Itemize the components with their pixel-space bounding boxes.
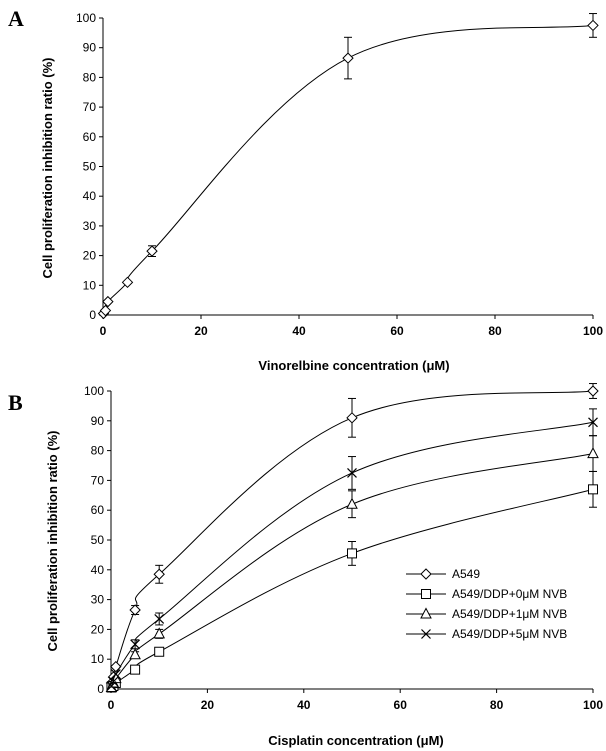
panel-a-y-tick-label: 20 [83,249,97,263]
panel-b-series-3-point [108,676,119,687]
panel-b-series-3-point [110,669,121,680]
panel-a-y-tick-label: 70 [83,100,97,114]
panel-b-plot: 0 10 20 30 40 50 60 70 80 90 100 0 20 40 60 80 100 [84,383,603,712]
panel-a-y-axis-title: Cell proliferation inhibition ratio (%) [40,58,55,279]
panel-b-series-2-point [153,627,166,639]
panel-b-x-tick-label: 80 [490,698,504,712]
panel-a-x-tick-label: 80 [488,324,502,338]
panel-b-series-2-point [587,447,599,459]
panel-a-y-tick-label: 100 [76,11,96,25]
legend-label: A549 [452,567,480,581]
panel-b-series-3-point [154,614,165,624]
panel-b-series-2-point [346,497,358,509]
panel-b-y-tick-label: 70 [91,473,105,487]
panel-b-y-tick-label: 20 [91,622,105,636]
panel-a-letter: A [8,6,24,31]
panel-a-y-tick-label: 60 [83,130,97,144]
panel-a-series-0-point [342,52,354,64]
panel-b-x-tick-label: 40 [297,698,311,712]
legend-marker [420,568,432,580]
panel-a-y-tick-label: 40 [83,189,97,203]
panel-b-y-tick-label: 10 [91,652,105,666]
panel-b-series-1-point [130,664,141,675]
panel-a-series-0-point [121,276,134,289]
panel-b-x-tick-label: 20 [201,698,215,712]
legend-marker [421,589,431,599]
panel-b-letter: B [8,390,23,415]
panel-b-y-tick-label: 0 [97,682,104,696]
panel-b-series-2-point [129,648,141,660]
panel-b-series-0-point [346,412,358,424]
panel-a-y-tick-label: 80 [83,70,97,84]
panel-a-y-tick-label: 10 [83,278,97,292]
panel-b-x-tick-label: 60 [394,698,408,712]
legend-label: A549/DDP+5μM NVB [452,627,567,641]
panel-b-x-tick-label: 100 [583,698,603,712]
panel-b-y-tick-label: 80 [91,444,105,458]
panel-a-y-tick-label: 90 [83,41,97,55]
panel-b-series-3-point [130,639,141,650]
panel-b-series-1-point [588,484,598,495]
legend-item-3: A549/DDP+5μM NVB [406,627,567,641]
panel-b-y-tick-label: 60 [91,503,105,517]
panel-a: A Cell proliferation inhibition ratio (%… [8,6,603,373]
legend-item-2: A549/DDP+1μM NVB [406,607,567,621]
legend-item-0: A549 [406,567,480,581]
panel-b-series-3-point [588,417,598,428]
panel-b-series-0-point [587,385,599,397]
panel-a-x-tick-label: 100 [583,324,603,338]
legend-marker [420,607,432,619]
legend-label: A549/DDP+1μM NVB [452,607,567,621]
panel-b-y-axis-title: Cell proliferation inhibition ratio (%) [45,431,60,652]
legend-item-1: A549/DDP+0μM NVB [406,587,567,601]
panel-a-y-tick-label: 30 [83,219,97,233]
panel-a-y-tick-label: 50 [83,160,97,174]
panel-b: B Cell proliferation inhibition ratio (%… [8,383,603,748]
panel-b-y-tick-label: 50 [91,533,105,547]
panel-b-series-3-line [111,421,594,687]
panel-a-x-tick-label: 20 [194,324,208,338]
panel-a-series-0-point [99,304,112,317]
panel-b-y-tick-label: 40 [91,563,105,577]
panel-b-series-3-point [347,468,357,478]
panel-b-x-axis-title: Cisplatin concentration (μM) [268,733,444,748]
panel-a-x-tick-label: 40 [292,324,306,338]
panel-b-y-tick-label: 90 [91,414,105,428]
panel-a-series-0-point [146,245,158,257]
panel-a-x-tick-label: 0 [100,324,107,338]
legend-label: A549/DDP+0μM NVB [452,587,567,601]
panel-a-plot: 0 10 20 30 40 50 60 70 80 90 100 0 20 40 60 80 100 [76,11,603,338]
panel-b-series-0-point [129,604,141,616]
panel-a-y-tick-label: 0 [89,308,96,322]
panel-a-x-tick-label: 60 [390,324,404,338]
panel-a-x-axis-title: Vinorelbine concentration (μM) [258,358,449,373]
panel-b-y-tick-label: 30 [91,593,105,607]
panel-b-y-tick-label: 100 [84,384,104,398]
panel-b-series-0-point [153,568,165,580]
panel-a-series-0-point [102,295,114,308]
legend-marker [421,629,431,639]
panel-b-legend: A549 A549/DDP+0μM NVB A549/DDP+1μM NVB A549… [406,567,567,641]
panel-b-x-tick-label: 0 [108,698,115,712]
panel-b-series-1-point [347,548,357,559]
panel-b-series-1-point [154,646,165,657]
panel-a-series-0-point [587,19,599,32]
